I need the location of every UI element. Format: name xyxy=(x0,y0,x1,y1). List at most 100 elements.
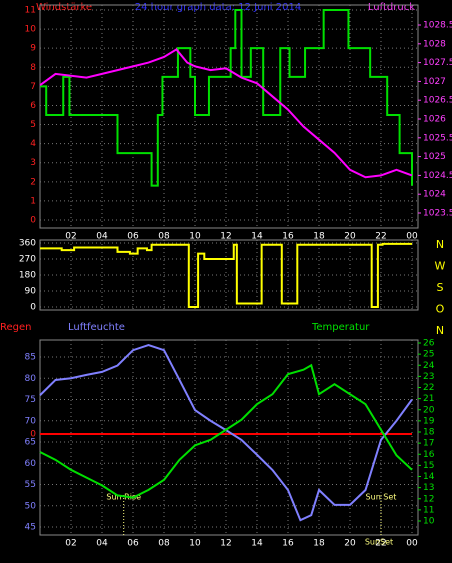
x-tick-label: 06 xyxy=(127,539,139,549)
y-tick-label: 10 xyxy=(25,25,37,35)
x-tick-label: 02 xyxy=(65,232,76,242)
y-tick-label: 180 xyxy=(19,271,36,281)
y-tick-label: 7 xyxy=(30,82,36,92)
direction-label: W xyxy=(435,260,446,273)
y2-tick-label: 1023.5 xyxy=(423,209,452,219)
x-tick-label: 10 xyxy=(189,232,201,242)
pressure-label: Luftdruck xyxy=(368,2,415,13)
y2-tick-label: 1026 xyxy=(423,115,446,125)
y2-tick-label: 1028 xyxy=(423,39,446,49)
y2-tick-label: 16 xyxy=(423,450,435,460)
direction-label: N xyxy=(436,324,444,337)
y-tick-label: 45 xyxy=(25,523,36,533)
y-tick-label: 2 xyxy=(30,177,36,187)
y2-tick-label: 1026.5 xyxy=(423,96,452,106)
y-tick-label: 270 xyxy=(19,255,36,265)
x-tick-label: 04 xyxy=(96,539,108,549)
series-line xyxy=(39,344,413,522)
series-line xyxy=(39,48,413,179)
series-line xyxy=(40,242,412,308)
y-tick-label: 90 xyxy=(25,287,37,297)
y-tick-label: 360 xyxy=(19,239,36,249)
x-tick-label: 10 xyxy=(189,539,201,549)
y2-tick-label: 11 xyxy=(423,505,434,515)
y-tick-label: 70 xyxy=(25,416,37,426)
y3-tick-label: 0 xyxy=(30,430,36,440)
x-tick-label: 22 xyxy=(375,232,386,242)
x-tick-label: 06 xyxy=(127,232,139,242)
y2-tick-label: 18 xyxy=(423,428,435,438)
y2-tick-label: 19 xyxy=(423,416,435,426)
chart-title: 24 hour graph data: 12 Juni 2014 xyxy=(135,2,301,13)
y2-tick-label: 25 xyxy=(423,350,434,360)
x-tick-label: 08 xyxy=(158,232,170,242)
direction-label: S xyxy=(437,281,444,294)
direction-label: O xyxy=(436,303,445,316)
y2-tick-label: 1024.5 xyxy=(423,171,452,181)
x-tick-label: 08 xyxy=(158,539,170,549)
y2-tick-label: 22 xyxy=(423,383,434,393)
x-tick-label: 22 xyxy=(375,539,386,549)
x-tick-label: 18 xyxy=(313,232,325,242)
direction-label: N xyxy=(436,238,444,251)
y-tick-label: 80 xyxy=(25,374,37,384)
series-line xyxy=(40,9,413,187)
y2-tick-label: 10 xyxy=(423,517,435,527)
y-tick-label: 11 xyxy=(25,6,36,16)
y2-tick-label: 12 xyxy=(423,494,434,504)
y-tick-label: 60 xyxy=(25,459,37,469)
y2-tick-label: 1025 xyxy=(423,152,446,162)
y2-tick-label: 20 xyxy=(423,405,435,415)
x-tick-label: 00 xyxy=(406,232,418,242)
y-tick-label: 4 xyxy=(30,139,36,149)
x-tick-label: 00 xyxy=(406,539,418,549)
y2-tick-label: 1027 xyxy=(423,77,446,87)
y2-tick-label: 17 xyxy=(423,439,434,449)
x-tick-label: 16 xyxy=(282,539,294,549)
temperature-label: Temperatur xyxy=(311,322,370,333)
y-tick-label: 55 xyxy=(25,480,36,490)
y-tick-label: 65 xyxy=(25,438,36,448)
y2-tick-label: 1028.5 xyxy=(423,21,452,31)
y-tick-label: 3 xyxy=(30,158,36,168)
y-tick-label: 85 xyxy=(25,353,36,363)
rain-label: Regen xyxy=(0,322,32,333)
plot-frame xyxy=(39,339,419,536)
y2-tick-label: 24 xyxy=(423,361,435,371)
y-tick-label: 9 xyxy=(30,44,36,54)
y2-tick-label: 26 xyxy=(423,339,435,349)
y-tick-label: 75 xyxy=(25,395,36,405)
y2-tick-label: 15 xyxy=(423,461,434,471)
y-tick-label: 0 xyxy=(30,303,36,313)
y-tick-label: 6 xyxy=(30,101,36,111)
y2-tick-label: 1027.5 xyxy=(423,58,452,68)
plot-frame xyxy=(39,4,419,229)
y-tick-label: 5 xyxy=(30,120,36,130)
y2-tick-label: 23 xyxy=(423,372,434,382)
y-tick-label: 1 xyxy=(30,196,36,206)
y2-tick-label: 1024 xyxy=(423,190,446,200)
annotation: Sun Set xyxy=(366,493,397,502)
y-tick-label: 0 xyxy=(30,216,36,226)
y-tick-label: 50 xyxy=(25,501,37,511)
y2-tick-label: 14 xyxy=(423,472,435,482)
series-line xyxy=(39,363,413,499)
y2-tick-label: 1025.5 xyxy=(423,133,452,143)
x-tick-label: 12 xyxy=(220,232,231,242)
x-tick-label: 12 xyxy=(220,539,231,549)
x-tick-label: 14 xyxy=(251,232,263,242)
wind-label: Windstärke xyxy=(36,2,92,13)
y-tick-label: 8 xyxy=(30,63,36,73)
x-tick-label: 18 xyxy=(313,539,325,549)
x-tick-label: 14 xyxy=(251,539,263,549)
y2-tick-label: 13 xyxy=(423,483,434,493)
humidity-label: Luftfeuchte xyxy=(68,322,125,333)
x-tick-label: 16 xyxy=(282,232,294,242)
x-tick-label: 04 xyxy=(96,232,108,242)
x-tick-label: 20 xyxy=(344,539,356,549)
annotation: SunSet xyxy=(365,538,393,547)
y2-tick-label: 21 xyxy=(423,394,434,404)
x-tick-label: 02 xyxy=(65,539,76,549)
